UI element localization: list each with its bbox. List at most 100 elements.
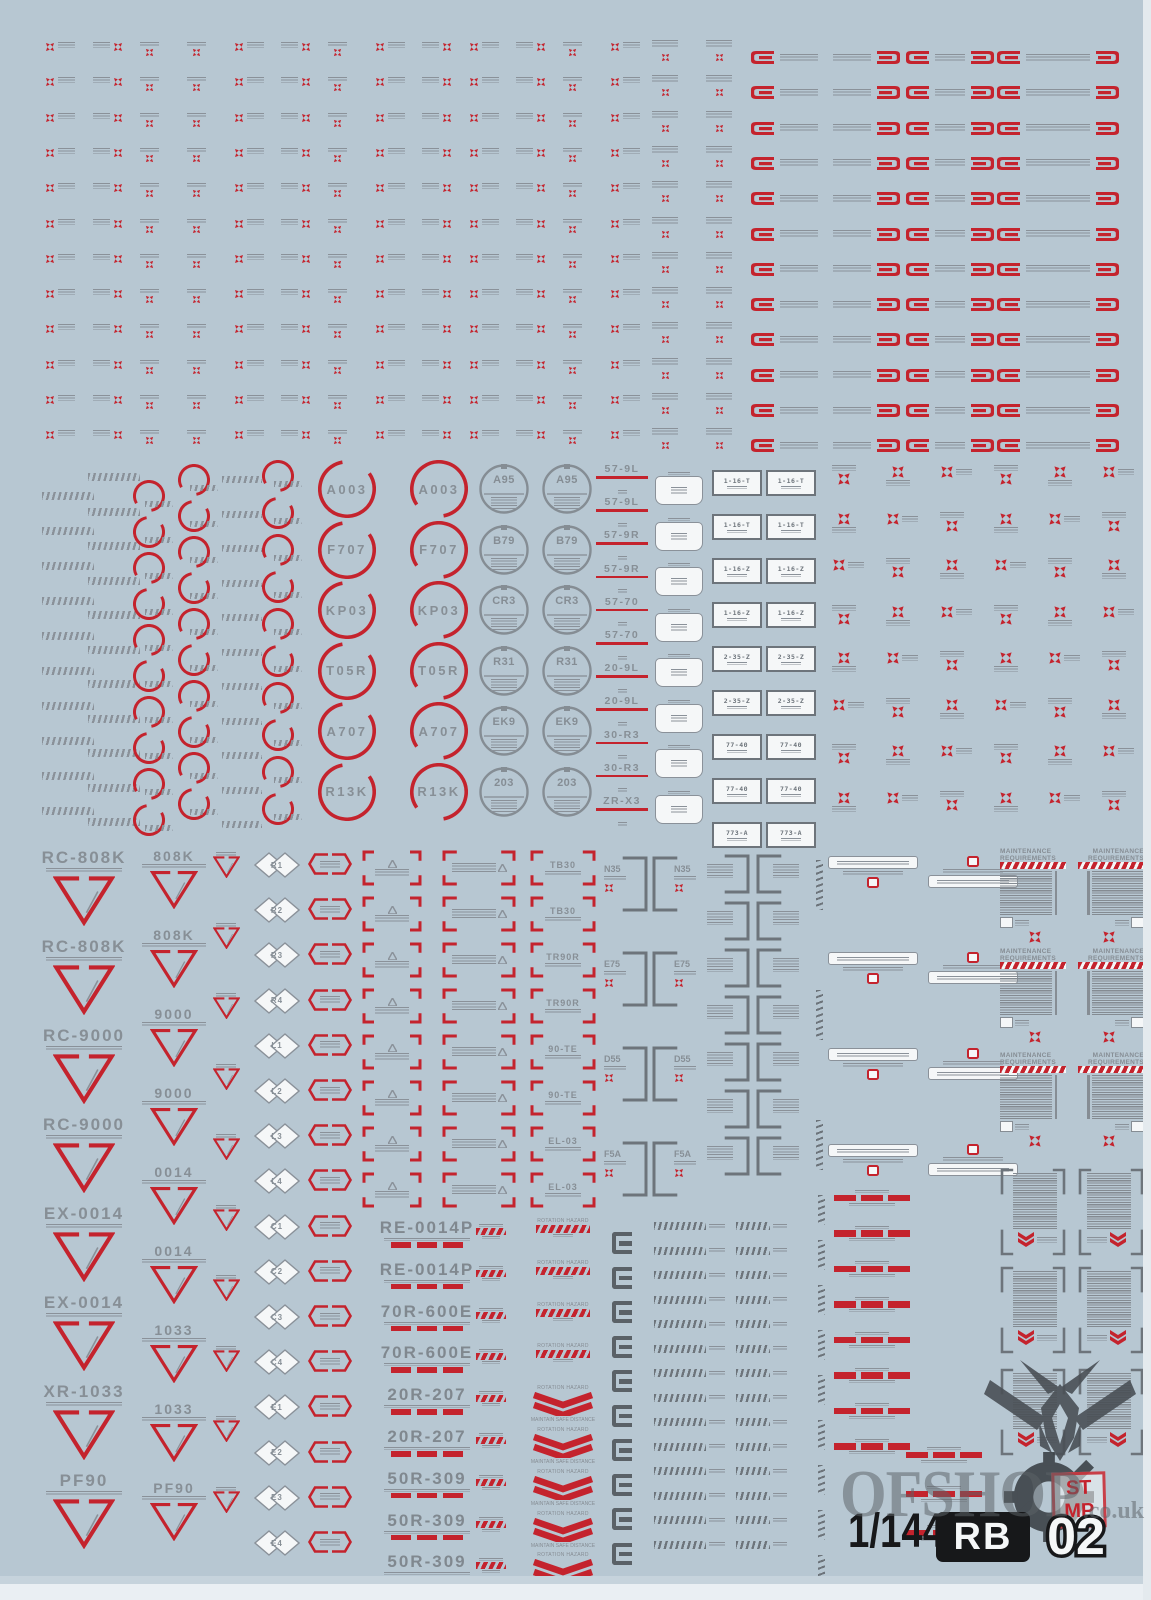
micro-text [671, 805, 687, 813]
micro-text [1064, 655, 1080, 661]
decal-caution-x [886, 465, 910, 486]
decal-caution-x [45, 395, 75, 405]
caution-x-icon [376, 43, 384, 51]
decal-caution-x [940, 558, 964, 579]
caution-x-icon [661, 406, 669, 415]
decal-slash-line [42, 767, 94, 785]
micro-text [328, 324, 347, 330]
micro-text [247, 395, 264, 401]
micro-text [994, 666, 1018, 672]
micro-text [780, 88, 818, 97]
decal-code-circle: KP03 [317, 580, 377, 640]
decal-panel-code: D55 [602, 1046, 648, 1102]
clamp-bracket-icon [1096, 227, 1119, 241]
micro-text [554, 739, 580, 751]
decal-code-frame: TR90R [530, 988, 596, 1024]
decal-warning-frame [362, 1172, 422, 1208]
decal-caution-x [516, 42, 546, 52]
clamp-bracket-icon [1096, 298, 1119, 312]
micro-text [727, 530, 747, 533]
micro-text [422, 395, 439, 401]
ring-icon [317, 762, 377, 821]
decal-slash-line [222, 746, 262, 764]
caution-x-icon [192, 190, 201, 198]
slash-marks-icon [190, 629, 218, 635]
warning-triangle-icon [52, 1320, 116, 1372]
decal-caution-x [375, 324, 405, 334]
decal-caution-text [706, 322, 732, 349]
micro-text [545, 963, 581, 968]
caution-x-icon [675, 884, 683, 892]
caution-x-icon [661, 53, 669, 62]
decal-code-frame: EL-03 [530, 1172, 596, 1208]
decal-caution-x [610, 395, 640, 405]
decal-caution-text [706, 75, 732, 102]
caution-x-icon [946, 698, 958, 711]
micro-text [652, 287, 678, 296]
slash-marks-icon [88, 507, 140, 516]
micro-text [563, 112, 582, 118]
decal-warning-frame [442, 1126, 516, 1162]
caution-x-icon [302, 325, 310, 334]
decal-triangle-large: RC-9000 [28, 1026, 140, 1105]
micro-text [328, 253, 347, 259]
caution-x-icon [302, 113, 310, 122]
caution-x-icon [470, 43, 478, 51]
caution-x-icon [443, 113, 451, 122]
caution-x-icon [568, 84, 577, 92]
decal-slash-line [88, 503, 140, 521]
decal-slash-line [222, 505, 262, 523]
corner-brackets-icon [442, 1126, 516, 1162]
micro-text [668, 699, 690, 703]
decal-plate-box: 1-16-T [766, 470, 816, 496]
micro-text [617, 622, 627, 627]
decal-caution-text [706, 40, 732, 67]
decal-caution-x [375, 183, 405, 193]
caution-x-icon [661, 159, 669, 167]
hazard-triangle-icon [497, 1002, 507, 1010]
caution-x-icon [838, 512, 850, 525]
caution-x-icon [376, 219, 384, 228]
micro-text [375, 1099, 409, 1106]
micro-text [1026, 53, 1090, 62]
ring-icon [409, 520, 469, 579]
ring-icon [178, 716, 210, 748]
micro-text [1102, 790, 1126, 797]
decal-diamond-code: C3 [253, 1304, 301, 1330]
decal-screen-box [655, 472, 703, 505]
caution-x-icon [333, 260, 342, 268]
corner-brackets-icon [362, 942, 422, 978]
decal-caution-x [516, 253, 546, 264]
caution-x-icon [302, 396, 310, 404]
decal-ring-slash [132, 624, 175, 658]
decal-plate-box: 1-16-Z [712, 602, 762, 628]
decal-caution-x [469, 218, 499, 229]
decal-underline-code: 20-9L [594, 695, 650, 731]
decal-caution-x [422, 289, 452, 299]
decal-caution-x [610, 77, 640, 87]
ring-icon [262, 682, 294, 714]
decal-warning-frame [442, 942, 516, 978]
decal-screen-box [655, 654, 703, 687]
micro-text [563, 77, 582, 83]
slash-marks-icon [88, 542, 140, 550]
decal-caution-text [706, 110, 732, 138]
caution-x-icon [376, 148, 384, 157]
caution-x-icon [715, 89, 723, 97]
decal-caution-x [1102, 790, 1126, 812]
decal-caution-x [375, 430, 405, 440]
ring-icon [178, 572, 210, 604]
caution-x-icon [443, 254, 451, 263]
micro-text [1010, 701, 1026, 708]
decal-caution-x [375, 147, 405, 158]
caution-x-icon [235, 431, 243, 440]
micro-text [451, 1185, 496, 1195]
caution-x-icon [376, 396, 384, 404]
clamp-bracket-icon [971, 121, 994, 135]
micro-text [328, 112, 347, 118]
warning-triangle-icon [52, 1409, 116, 1461]
decal-caution-text [652, 145, 678, 173]
caution-x-icon [192, 225, 201, 233]
caution-x-icon [715, 230, 723, 238]
decal-clamp-caution [833, 121, 901, 136]
